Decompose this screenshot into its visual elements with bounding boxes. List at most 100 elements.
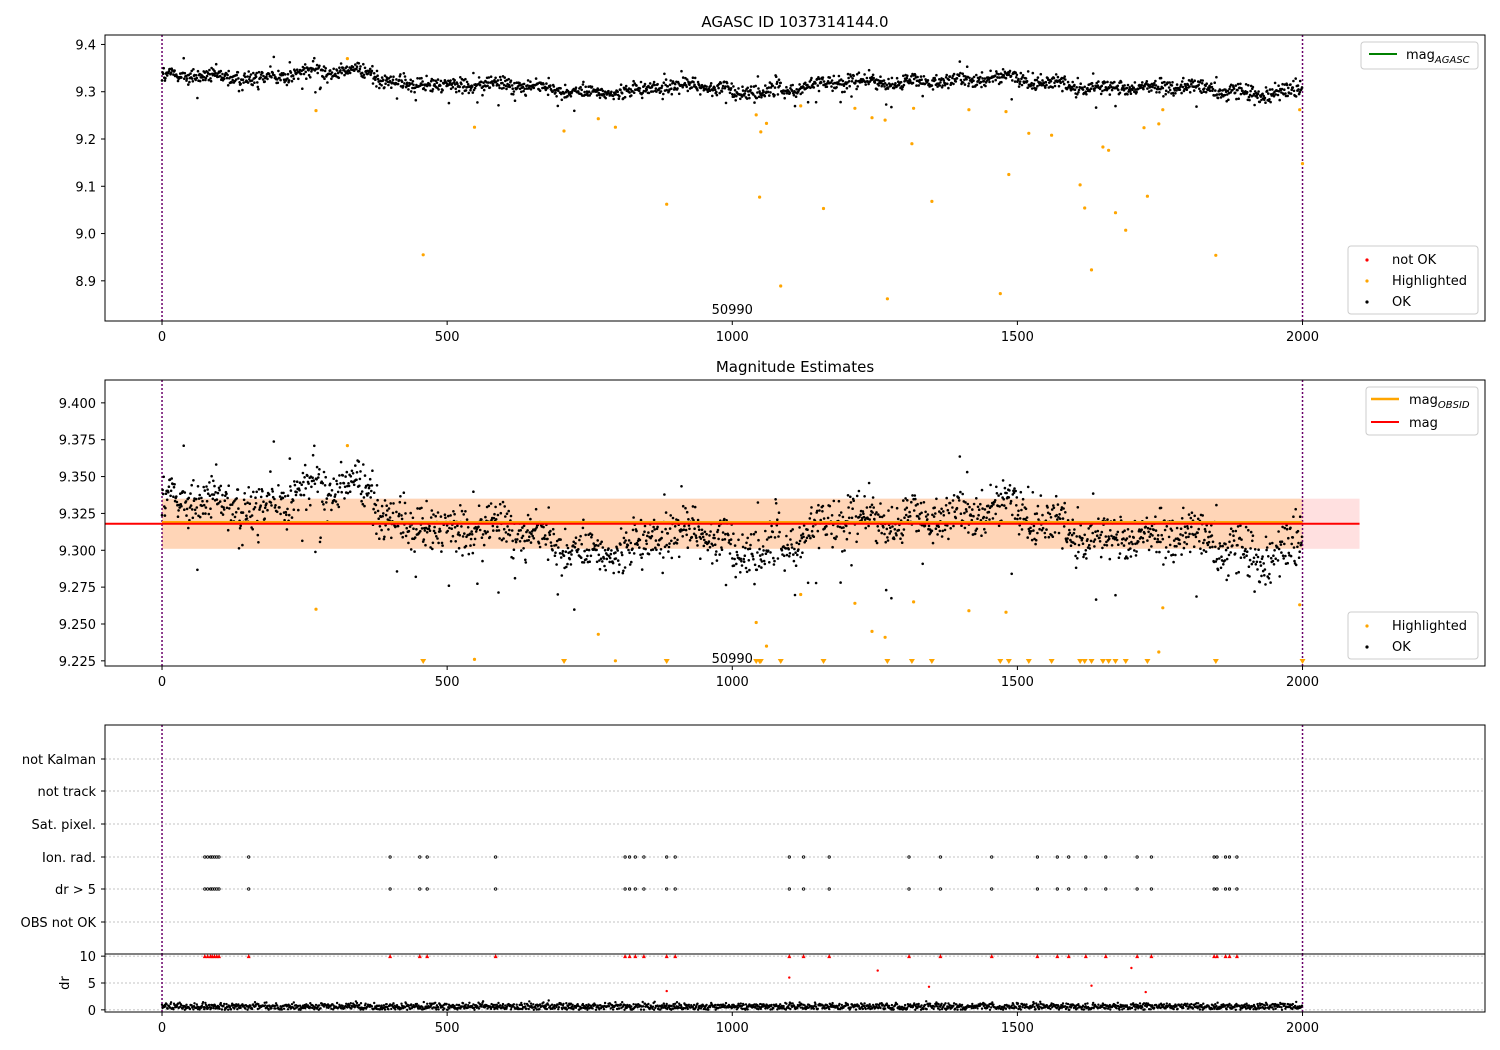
ok-point [237, 507, 240, 510]
dr-point [220, 1008, 224, 1011]
ok-point [1041, 526, 1045, 530]
ok-point [802, 535, 805, 539]
ok-point [994, 512, 997, 516]
ok-point [895, 533, 898, 537]
ok-point [930, 84, 934, 87]
ok-point [616, 549, 619, 552]
ok-point [218, 74, 222, 78]
ok-point [254, 75, 258, 78]
ok-point [347, 484, 351, 488]
dr-point [267, 1008, 270, 1011]
dr-point [521, 1007, 524, 1011]
ok-point [289, 489, 293, 492]
ok-point [302, 493, 306, 497]
ok-point [497, 84, 501, 87]
ok-point [937, 525, 940, 528]
ok-point [650, 534, 654, 538]
ok-point [1083, 85, 1086, 89]
ok-point [967, 84, 970, 88]
ok-point [360, 490, 364, 493]
magnitude-line-legend: magOBSID mag [1365, 386, 1479, 436]
ok-point [1294, 563, 1298, 567]
ok-point [626, 544, 630, 547]
ok-point [209, 516, 213, 519]
ok-point [1087, 527, 1090, 530]
ok-point [772, 556, 775, 560]
ok-point [931, 513, 934, 517]
magnitude-panel-title: Magnitude Estimates [716, 358, 874, 376]
ok-point [447, 101, 451, 105]
ok-point [1297, 556, 1301, 559]
ok-point [248, 502, 252, 506]
ok-point [595, 560, 599, 564]
ok-point [1240, 87, 1243, 90]
ok-point [519, 529, 522, 532]
ok-point [1170, 84, 1174, 87]
ok-point [884, 87, 887, 91]
ok-point [1045, 528, 1048, 531]
ok-point [247, 70, 250, 73]
ok-point [451, 85, 455, 89]
ok-point [664, 527, 667, 531]
ok-point [647, 91, 651, 95]
ok-point [218, 500, 222, 503]
ok-point [489, 502, 493, 505]
ok-point [164, 506, 167, 510]
ok-point [175, 500, 179, 504]
off-scale-marker [561, 659, 568, 664]
ok-point [1152, 528, 1155, 532]
ok-point [362, 496, 366, 499]
ok-point [1267, 555, 1270, 558]
ok-point [639, 80, 643, 84]
dr-point [378, 1004, 381, 1007]
ok-point [944, 76, 948, 79]
flag-marker [1035, 887, 1040, 891]
ok-point [596, 539, 599, 542]
ok-point [431, 88, 435, 91]
ok-point [862, 515, 866, 519]
ok-point [222, 508, 226, 511]
ok-point [355, 471, 359, 474]
ok-point [465, 80, 469, 84]
ok-point [982, 79, 986, 83]
ok-point [842, 84, 846, 87]
ok-point [211, 497, 215, 501]
ok-point [1098, 536, 1101, 540]
ok-point [755, 568, 759, 572]
ok-point [991, 517, 995, 520]
ok-point [1232, 539, 1236, 542]
dr-point [229, 1008, 233, 1011]
ok-point [850, 95, 853, 98]
ok-point [510, 529, 514, 532]
ok-point [359, 470, 362, 473]
ok-point [622, 569, 625, 573]
ok-point [448, 81, 452, 84]
ok-point [752, 532, 756, 536]
ok-point [675, 542, 679, 545]
ok-point [382, 512, 385, 515]
ok-point [292, 77, 296, 80]
flag-marker [1215, 887, 1219, 891]
ok-point [1091, 531, 1094, 535]
ok-point [1158, 550, 1161, 554]
ok-point [554, 91, 557, 94]
ok-point [1164, 89, 1168, 93]
ok-point [936, 85, 939, 88]
ok-point [1061, 89, 1064, 93]
ok-point [562, 554, 566, 558]
ok-point [1188, 85, 1191, 88]
ok-point [201, 499, 204, 503]
ok-point [196, 69, 200, 73]
ok-point [226, 496, 229, 500]
ok-point [401, 531, 405, 534]
ok-point [376, 498, 379, 502]
ok-point [975, 497, 978, 500]
dr-point [404, 1002, 408, 1005]
ok-point [798, 83, 801, 86]
ok-point [627, 548, 630, 552]
dr-point [395, 1004, 399, 1007]
ok-point [193, 508, 197, 512]
dr-point [553, 1007, 557, 1010]
ok-point [433, 525, 436, 529]
ok-point [648, 82, 652, 85]
